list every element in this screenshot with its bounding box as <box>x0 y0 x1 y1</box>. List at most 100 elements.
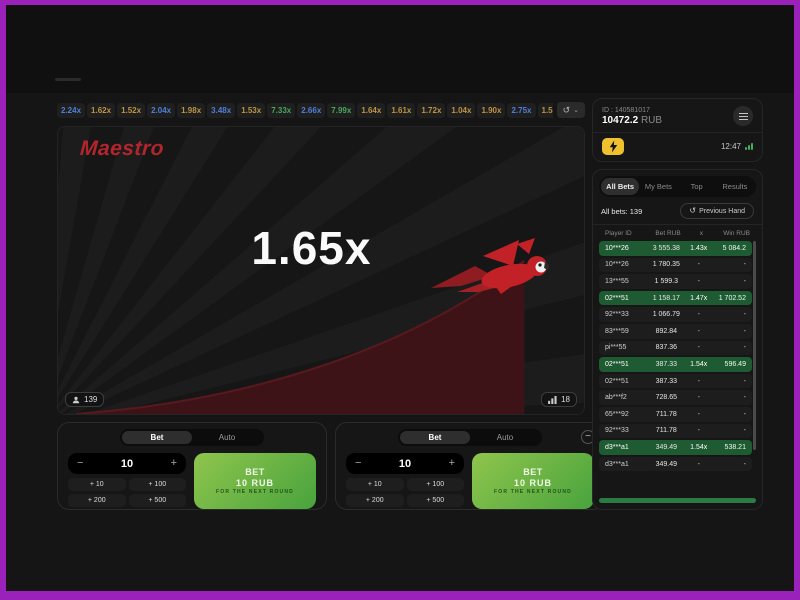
bets-tab[interactable]: Top <box>678 178 716 195</box>
cell-multiplier: 1.43x <box>690 244 708 252</box>
lightning-icon <box>609 140 617 153</box>
cell-bet: 387.33 <box>655 377 678 385</box>
increase-bet-button[interactable]: + <box>170 457 177 469</box>
header-player-id: Player ID <box>605 230 632 237</box>
multiplier-curve <box>75 259 525 414</box>
bet-panels: Bet Auto − 10 + <box>57 422 605 510</box>
history-chip[interactable]: 1.53x <box>237 102 266 118</box>
quick-bet-10[interactable]: + 10 <box>68 478 126 491</box>
cell-multiplier: - <box>697 460 700 468</box>
tab-auto[interactable]: Auto <box>470 431 540 444</box>
cell-player-id: 02***51 <box>605 294 629 302</box>
quick-bet-200[interactable]: + 200 <box>346 494 404 507</box>
cell-player-id: 65***92 <box>605 410 629 418</box>
quick-bet-10[interactable]: + 10 <box>346 478 404 491</box>
cell-bet: 711.78 <box>655 410 677 418</box>
history-chip[interactable]: 7.99x <box>327 102 356 118</box>
history-chip[interactable]: 1.52x <box>117 102 146 118</box>
history-chip[interactable]: 2.75x <box>507 102 536 118</box>
table-row: 92***33 1 066.79 - - <box>599 307 752 322</box>
table-row: d3***a1 349.49 1.54x 538.21 <box>599 440 752 455</box>
bet-amount-value[interactable]: 10 <box>120 457 134 470</box>
history-chip[interactable]: 1.61x <box>387 102 416 118</box>
cell-multiplier: - <box>697 394 700 402</box>
history-chip[interactable]: 2.04x <box>147 102 176 118</box>
parrot-icon <box>431 238 550 295</box>
history-chip[interactable]: 2.24x <box>57 102 86 118</box>
table-row: pi***55 837.36 - - <box>599 340 752 356</box>
current-multiplier: 1.65x <box>251 221 372 274</box>
cell-multiplier: - <box>697 410 700 418</box>
turbo-button[interactable] <box>602 138 624 155</box>
history-chip[interactable]: 1.72x <box>417 102 446 118</box>
decrease-bet-button[interactable]: − <box>77 457 84 469</box>
bet-amount-value[interactable]: 10 <box>398 457 412 470</box>
cell-bet: 1 158.17 <box>652 294 680 302</box>
bet-mode-tabs: Bet Auto <box>398 429 542 446</box>
cell-multiplier: 1.54x <box>690 443 708 451</box>
cell-multiplier: 1.54x <box>690 360 708 368</box>
header-multiplier: x <box>699 230 704 237</box>
quick-bet-500[interactable]: + 500 <box>128 494 186 507</box>
previous-hand-button[interactable]: ↺ Previous Hand <box>680 203 754 219</box>
bets-tab[interactable]: Results <box>716 178 754 195</box>
bets-card: All Bets My Bets Top Results All bets: 1… <box>592 169 763 510</box>
stats-count: 18 <box>561 395 570 404</box>
history-chip[interactable]: 1.62x <box>87 102 116 118</box>
bet-panel: Bet Auto − 10 + <box>57 422 327 510</box>
chevron-down-icon: ⌄ <box>573 106 579 114</box>
bets-tab[interactable]: All Bets <box>601 178 640 195</box>
history-chip[interactable]: 1.04x <box>447 102 476 118</box>
quick-bet-100[interactable]: + 100 <box>128 478 186 491</box>
quick-bet-200[interactable]: + 200 <box>68 494 126 507</box>
table-row: 92***33 711.78 - - <box>599 423 752 439</box>
top-dash-decoration <box>55 78 81 81</box>
history-chip[interactable]: 1.64x <box>357 102 386 118</box>
history-chip[interactable]: 7.33x <box>267 102 296 118</box>
tab-auto[interactable]: Auto <box>192 431 262 444</box>
tab-bet[interactable]: Bet <box>122 431 192 444</box>
table-row: 02***51 387.33 1.54x 596.49 <box>599 357 752 372</box>
table-row: 65***92 711.78 - - <box>599 406 752 422</box>
decrease-bet-button[interactable]: − <box>355 457 362 469</box>
bet-button-subtitle: FOR THE NEXT ROUND <box>494 489 572 495</box>
table-row: ab***f2 728.65 - - <box>599 390 752 405</box>
bets-tabs: All Bets My Bets Top Results <box>599 176 756 197</box>
quick-bet-500[interactable]: + 500 <box>406 494 464 507</box>
clipped-win-row <box>599 498 756 503</box>
header-bet: Bet RUB <box>655 230 681 237</box>
quick-bet-buttons: + 10 + 100 + 200 + 500 <box>68 478 186 507</box>
history-chip[interactable]: 3.48x <box>207 102 236 118</box>
cell-bet: 387.33 <box>655 360 678 368</box>
account-card: ID : 140581017 10472.2 RUB <box>592 98 763 162</box>
tab-bet[interactable]: Bet <box>400 431 470 444</box>
bar-chart-icon <box>548 395 557 404</box>
history-chip[interactable]: 1.53x <box>537 102 553 118</box>
cell-win: - <box>743 460 746 468</box>
place-bet-button[interactable]: BET 10 RUB FOR THE NEXT ROUND <box>194 453 316 509</box>
menu-button[interactable] <box>733 106 753 126</box>
bet-amount-stepper: − 10 + <box>68 453 186 474</box>
bet-button-title: BET <box>523 467 543 477</box>
history-chip[interactable]: 1.90x <box>477 102 506 118</box>
players-count-badge: 139 <box>65 392 105 407</box>
increase-bet-button[interactable]: + <box>448 457 455 469</box>
hamburger-icon <box>738 112 748 114</box>
history-chip[interactable]: 1.98x <box>177 102 206 118</box>
history-chip[interactable]: 2.66x <box>297 102 326 118</box>
history-dropdown-button[interactable]: ↺ ⌄ <box>556 102 585 118</box>
table-row: d3***a1 349.49 - - <box>599 456 752 472</box>
table-row: 10***26 3 555.38 1.43x 5 084.2 <box>599 241 752 256</box>
cell-win: - <box>743 344 746 352</box>
scrollbar-thumb[interactable] <box>753 241 756 451</box>
game-chart: Maestro 1.65x <box>57 126 585 415</box>
place-bet-button[interactable]: BET 10 RUB FOR THE NEXT ROUND <box>472 453 594 509</box>
sidebar: ID : 140581017 10472.2 RUB <box>592 98 763 510</box>
quick-bet-100[interactable]: + 100 <box>406 478 464 491</box>
all-bets-count: All bets: 139 <box>601 206 643 216</box>
cell-player-id: d3***a1 <box>605 443 629 451</box>
bets-tab[interactable]: My Bets <box>639 178 677 195</box>
cell-player-id: 10***26 <box>605 261 629 269</box>
cell-player-id: 83***59 <box>605 327 629 335</box>
